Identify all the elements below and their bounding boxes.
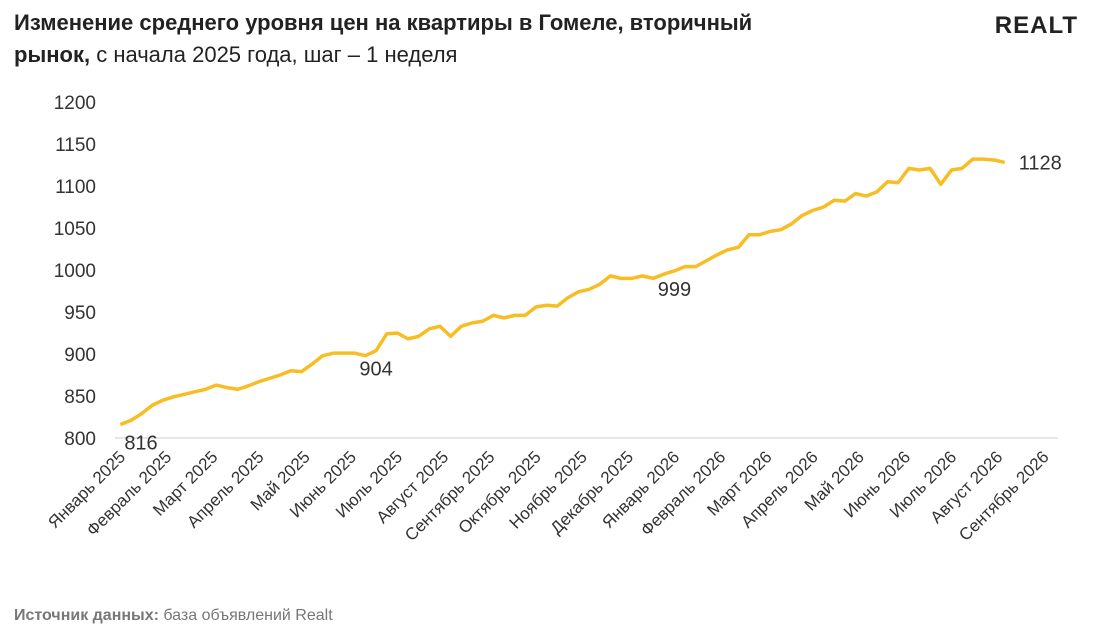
logo: REALT xyxy=(995,12,1078,39)
y-tick-label: 1100 xyxy=(55,177,96,198)
y-tick-label: 1150 xyxy=(55,135,96,156)
y-tick-label: 800 xyxy=(64,429,96,450)
chart-subtitle-line: рынок, с начала 2025 года, шаг – 1 недел… xyxy=(14,42,457,67)
chart-title: Изменение среднего уровня цен на квартир… xyxy=(14,10,752,35)
y-tick-label: 1200 xyxy=(54,93,96,114)
chart-title-line2: рынок, xyxy=(14,42,90,67)
chart-subtitle: с начала 2025 года, шаг – 1 неделя xyxy=(96,42,457,67)
y-tick-label: 1050 xyxy=(54,219,96,240)
y-tick-label: 1000 xyxy=(54,261,96,282)
data-label: 904 xyxy=(359,359,392,381)
data-label: 999 xyxy=(658,279,691,301)
source-line: Источник данных: база объявлений Realt xyxy=(14,607,333,624)
data-label: 816 xyxy=(124,433,157,455)
line xyxy=(119,157,1006,427)
source: база объявлений Realt xyxy=(163,607,333,624)
data-label: 1128 xyxy=(1019,152,1062,174)
y-tick-label: 950 xyxy=(64,303,96,324)
y-tick-label: 850 xyxy=(64,387,96,408)
y-tick-label: 900 xyxy=(64,345,96,366)
source-label: Источник данных: xyxy=(14,607,159,624)
